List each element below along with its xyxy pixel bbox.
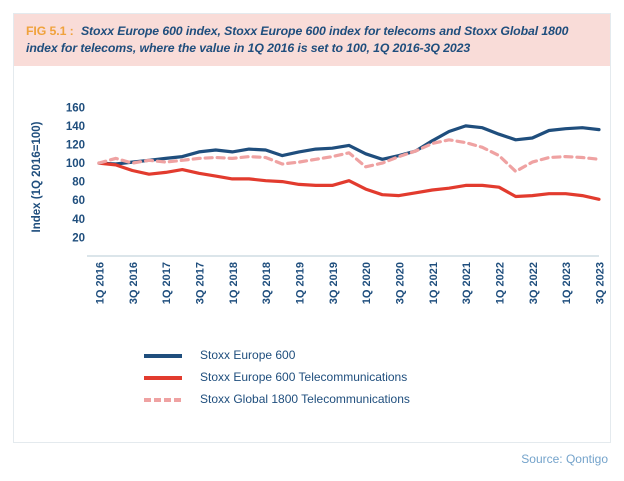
figure-number: FIG 5.1 : xyxy=(26,24,74,38)
chart-legend: Stoxx Europe 600 Stoxx Europe 600 Teleco… xyxy=(144,348,610,407)
legend-label: Stoxx Global 1800 Telecommunications xyxy=(200,392,410,406)
legend-item: Stoxx Europe 600 xyxy=(144,348,610,363)
x-tick-label: 3Q 2021 xyxy=(461,262,473,304)
chart-line-series-0 xyxy=(97,124,601,166)
source-attribution: Source: Qontigo xyxy=(521,452,608,466)
y-tick-label: 60 xyxy=(72,195,85,207)
x-tick-label: 1Q 2020 xyxy=(361,262,373,304)
x-tick-label: 1Q 2021 xyxy=(428,262,440,304)
x-tick-label: 1Q 2016 xyxy=(95,262,107,304)
legend-swatch-solid-blue xyxy=(144,353,182,358)
legend-item: Stoxx Europe 600 Telecommunications xyxy=(144,370,610,385)
x-tick-label: 3Q 2016 xyxy=(128,262,140,304)
chart-line-series-1 xyxy=(97,161,601,201)
legend-label: Stoxx Europe 600 Telecommunications xyxy=(200,370,408,384)
x-tick-label: 3Q 2017 xyxy=(195,262,207,304)
x-tick-label: 1Q 2022 xyxy=(495,262,507,304)
x-tick-label: 3Q 2018 xyxy=(261,262,273,304)
x-tick-label: 3Q 2022 xyxy=(528,262,540,304)
y-tick-label: 40 xyxy=(72,214,85,226)
y-tick-label: 80 xyxy=(72,177,85,189)
y-axis-title: Index (1Q 2016=100) xyxy=(31,121,43,232)
figure-box: FIG 5.1 : Stoxx Europe 600 index, Stoxx … xyxy=(13,13,611,443)
y-tick-label: 120 xyxy=(66,139,85,151)
y-tick-label: 100 xyxy=(66,158,85,170)
legend-item: Stoxx Global 1800 Telecommunications xyxy=(144,392,610,407)
x-tick-label: 1Q 2017 xyxy=(161,262,173,304)
x-tick-label: 3Q 2020 xyxy=(395,262,407,304)
line-chart: Index (1Q 2016=100) 20 40 60 80 100 120 140 160 1… xyxy=(31,102,607,304)
y-tick-label: 140 xyxy=(66,121,85,133)
legend-swatch-solid-red xyxy=(144,375,182,380)
x-tick-label: 3Q 2019 xyxy=(328,262,340,304)
chart-area: Index (1Q 2016=100) 20 40 60 80 100 120 140 160 1… xyxy=(14,88,610,328)
x-tick-label: 1Q 2018 xyxy=(228,262,240,304)
figure-header: FIG 5.1 : Stoxx Europe 600 index, Stoxx … xyxy=(14,14,610,66)
chart-line-series-2 xyxy=(97,138,601,174)
x-tick-label: 3Q 2023 xyxy=(595,262,607,304)
x-tick-label: 1Q 2019 xyxy=(295,262,307,304)
figure-title: Stoxx Europe 600 index, Stoxx Europe 600… xyxy=(26,24,569,55)
y-tick-label: 160 xyxy=(66,102,85,114)
legend-label: Stoxx Europe 600 xyxy=(200,348,296,362)
x-tick-label: 1Q 2023 xyxy=(561,262,573,304)
y-tick-label: 20 xyxy=(72,232,85,244)
legend-swatch-dashed-pink xyxy=(144,397,182,402)
